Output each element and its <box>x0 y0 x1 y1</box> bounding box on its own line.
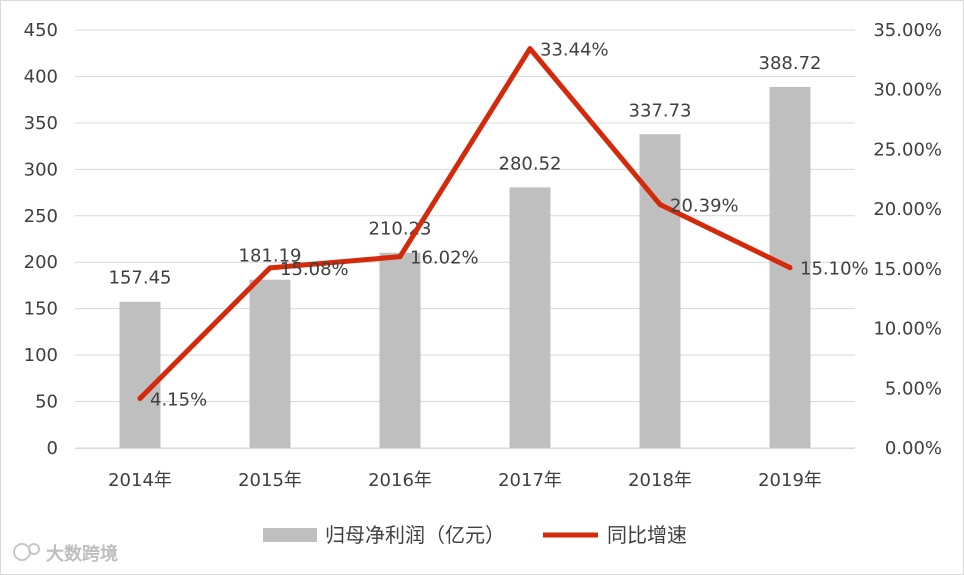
y-right-tick-label: 30.00% <box>873 80 942 101</box>
y-left-tick-label: 250 <box>24 206 58 227</box>
line-data-label: 4.15% <box>150 389 207 410</box>
y-left-tick-label: 100 <box>24 345 58 366</box>
bar-data-label: 157.45 <box>109 268 172 289</box>
watermark-logo-icon <box>28 543 40 555</box>
bar <box>249 279 291 448</box>
growth-line <box>137 46 793 401</box>
bar-data-label: 388.72 <box>759 53 822 74</box>
watermark-logo-icon <box>13 543 31 561</box>
y-right-tick-label: 20.00% <box>873 199 942 220</box>
y-left-tick-label: 0 <box>47 438 58 459</box>
y-left-tick-label: 450 <box>24 20 58 41</box>
y-right-tick-label: 10.00% <box>873 319 942 340</box>
line-point <box>137 395 143 401</box>
y-left-tick-label: 400 <box>24 66 58 87</box>
y-right-tick-label: 0.00% <box>885 438 942 459</box>
bar <box>639 134 681 448</box>
line-data-label: 33.44% <box>540 40 609 61</box>
line-point <box>267 265 273 271</box>
bar-data-label: 337.73 <box>629 100 692 121</box>
x-tick-label: 2015年 <box>238 470 302 491</box>
watermark-text: 大数跨境 <box>46 543 118 565</box>
y-right-tick-label: 35.00% <box>873 20 942 41</box>
x-tick-label: 2014年 <box>108 470 172 491</box>
x-tick-label: 2017年 <box>498 470 562 491</box>
line-point <box>657 201 663 207</box>
line-data-label: 20.39% <box>670 195 739 216</box>
legend-label-bar: 归母净利润（亿元） <box>325 523 505 547</box>
bar-data-label: 280.52 <box>499 153 562 174</box>
bar <box>379 252 421 448</box>
line-data-label: 15.10% <box>800 259 869 280</box>
line-point <box>397 254 403 260</box>
y-right-tick-label: 15.00% <box>873 259 942 280</box>
y-left-tick-label: 150 <box>24 299 58 320</box>
x-tick-label: 2018年 <box>628 470 692 491</box>
bar <box>119 301 161 448</box>
bar-data-label: 181.19 <box>239 246 302 267</box>
y-left-tick-label: 200 <box>24 252 58 273</box>
x-tick-label: 2019年 <box>758 470 822 491</box>
legend-swatch-bar <box>263 528 317 542</box>
y-right-tick-label: 5.00% <box>885 378 942 399</box>
y-left-tick-label: 350 <box>24 113 58 134</box>
line-data-label: 15.08% <box>280 259 349 280</box>
y-left-tick-label: 300 <box>24 159 58 180</box>
legend-label-line: 同比增速 <box>607 523 687 547</box>
y-right-tick-label: 25.00% <box>873 139 942 160</box>
line-point <box>787 265 793 271</box>
line-data-label: 16.02% <box>410 248 479 269</box>
x-tick-label: 2016年 <box>368 470 432 491</box>
line-point <box>527 46 533 52</box>
bar <box>509 187 551 448</box>
y-left-tick-label: 50 <box>35 392 58 413</box>
